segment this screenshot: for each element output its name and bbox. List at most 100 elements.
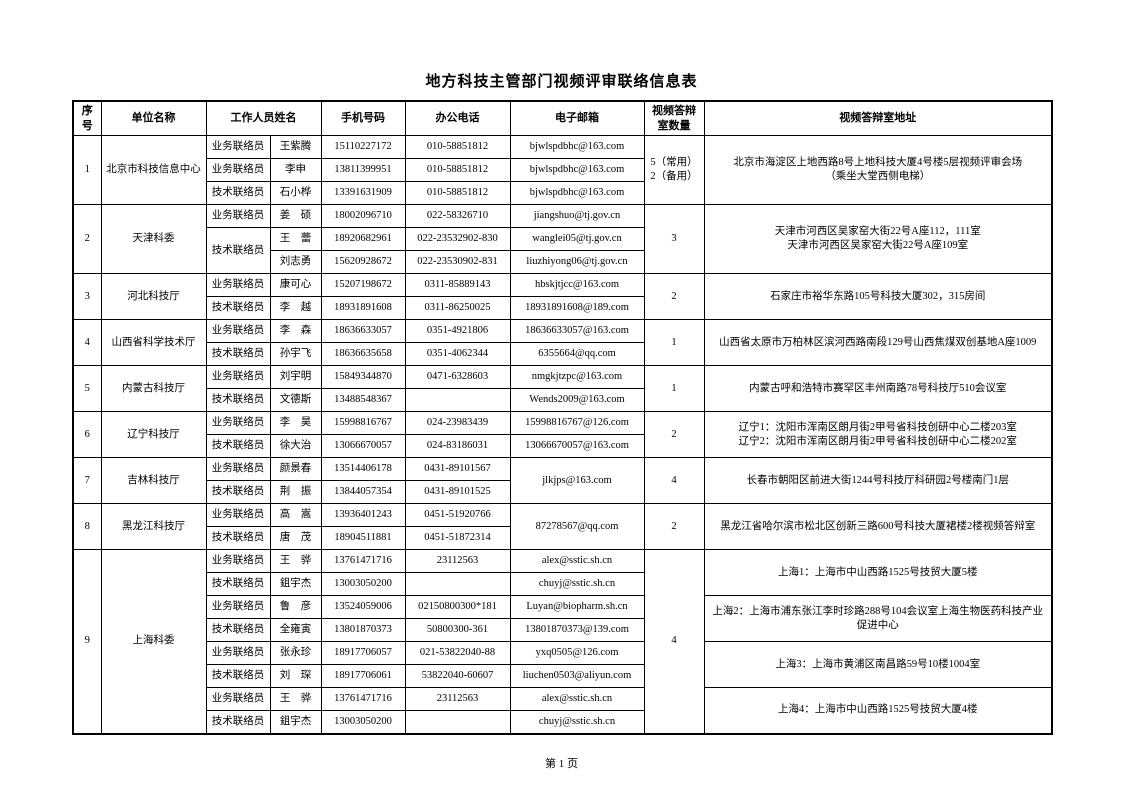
- address-cell: 北京市海淀区上地西路8号上地科技大厦4号楼5层视频评审会场 （乘坐大堂西侧电梯）: [703, 135, 1053, 205]
- name-cell: 刘宇明: [269, 365, 322, 389]
- column-header: 视频答辩室数量: [643, 100, 705, 136]
- mobile-cell: 15998816767: [320, 411, 406, 435]
- name-cell: 王紫腾: [269, 135, 322, 159]
- table-row: 业务联络员 张永珍 18917706057 021-53822040-88 yxq050…: [73, 641, 1053, 688]
- index-cell: 6: [72, 411, 102, 458]
- name-cell: 荆 振: [269, 480, 322, 504]
- name-cell: 徐大治: [269, 434, 322, 458]
- email-cell: yxq0505@126.com: [509, 641, 645, 665]
- email-cell: 15998816767@126.com: [509, 411, 645, 435]
- name-cell: 鉏宇杰: [269, 572, 322, 596]
- role-cell: 技术联络员: [205, 618, 271, 642]
- table-row: 技术联络员 孙宇飞 18636635658 0351-4062344 6355664@q…: [73, 342, 1052, 366]
- office-phone-cell: 010-58851812: [404, 158, 511, 182]
- role-cell: 技术联络员: [205, 480, 271, 504]
- room-count-cell: 2: [643, 273, 705, 320]
- mobile-cell: 18917706057: [320, 641, 406, 665]
- address-cell: 黑龙江省哈尔滨市松北区创新三路600号科技大厦裙楼2楼视频答辩室: [703, 503, 1053, 550]
- name-cell: 王 蕾: [269, 227, 322, 251]
- room-count-cell: 2: [643, 411, 705, 458]
- contact-table: 序号 单位名称 工作人员姓名 手机号码 办公电话 电子邮箱 视频答辩室数量 视频答辩室地址 1…: [72, 100, 1053, 735]
- name-cell: 张永珍: [269, 641, 322, 665]
- address-cell: 上海3：上海市黄浦区南昌路59号10楼1004室: [703, 641, 1053, 688]
- email-cell: 87278567@qq.com: [509, 503, 645, 550]
- email-cell: chuyj@sstic.sh.cn: [509, 710, 645, 734]
- name-cell: 李申: [269, 158, 322, 182]
- office-phone-cell: 0451-51872314: [404, 526, 511, 550]
- office-phone-cell: 022-23530902-831: [404, 250, 511, 274]
- name-cell: 王 骅: [269, 549, 322, 573]
- email-cell: nmgkjtzpc@163.com: [509, 365, 645, 389]
- room-count-cell: 5（常用） 2（备用）: [643, 135, 705, 205]
- email-cell: bjwlspdbhc@163.com: [509, 135, 645, 159]
- mobile-cell: 15207198672: [320, 273, 406, 297]
- role-cell: 技术联络员: [205, 227, 271, 274]
- mobile-cell: 18917706061: [320, 664, 406, 688]
- table-row: 技术联络员李 越 18931891608 0311-86250025 18931891…: [73, 296, 1052, 320]
- index-cell: 4: [72, 319, 102, 366]
- email-cell: bjwlspdbhc@163.com: [509, 158, 645, 182]
- mobile-cell: 18002096710: [320, 204, 406, 228]
- mobile-cell: 18920682961: [320, 227, 406, 251]
- email-cell: hbskjtjcc@163.com: [509, 273, 645, 297]
- role-cell: 业务联络员: [205, 135, 271, 159]
- email-cell: liuzhiyong06@tj.gov.cn: [509, 250, 645, 274]
- address-cell: 石家庄市裕华东路105号科技大厦302，315房间: [703, 273, 1053, 320]
- name-cell: 石小桦: [269, 181, 322, 205]
- email-cell: alex@sstic.sh.cn: [509, 687, 645, 711]
- index-cell: 1: [72, 135, 102, 205]
- email-cell: 13801870373@139.com: [509, 618, 645, 642]
- name-cell: 王 骅: [269, 687, 322, 711]
- index-cell: 7: [72, 457, 102, 504]
- office-phone-cell: 024-83186031: [404, 434, 511, 458]
- address-cell: 辽宁1：沈阳市浑南区朗月街2甲号省科技创研中心二楼203室 辽宁2：沈阳市浑南区…: [703, 411, 1053, 458]
- role-cell: 业务联络员: [205, 158, 271, 182]
- table-row: 技术联络员 文德斯 13488548367 Wends2009@163.com: [73, 388, 1052, 412]
- office-phone-cell: 0351-4921806: [404, 319, 511, 343]
- column-header: 视频答辩室地址: [703, 100, 1053, 136]
- mobile-cell: 18636633057: [320, 319, 406, 343]
- office-phone-cell: 0351-4062344: [404, 342, 511, 366]
- office-phone-cell: [404, 388, 511, 412]
- table-row: 1 北京市科技信息中心 业务联络员 王紫腾 15110227172 010-5885181…: [72, 135, 1053, 205]
- index-cell: 8: [72, 503, 102, 550]
- email-cell: Wends2009@163.com: [509, 388, 645, 412]
- mobile-cell: 15620928672: [320, 250, 406, 274]
- email-cell: jlkjps@163.com: [509, 457, 645, 504]
- role-cell: 技术联络员: [205, 181, 271, 205]
- table-row: 技术联络员刘 琛 18917706061 53822040-60607 liuchen…: [73, 664, 1052, 688]
- name-cell: 李 森: [269, 319, 322, 343]
- office-phone-cell: 010-58851812: [404, 135, 511, 159]
- address-cell: 山西省太原市万柏林区滨河西路南段129号山西焦煤双创基地A座1009: [703, 319, 1053, 366]
- mobile-cell: 13761471716: [320, 687, 406, 711]
- name-cell: 颜景春: [269, 457, 322, 481]
- table-row: 6 辽宁科技厅 业务联络员李 昊 15998816767 024-23983439 159…: [72, 411, 1053, 458]
- name-cell: 文德斯: [269, 388, 322, 412]
- mobile-cell: 18904511881: [320, 526, 406, 550]
- page-footer: 第 1 页: [545, 757, 578, 770]
- unit-cell: 上海科委: [100, 549, 207, 734]
- page-title: 地方科技主管部门视频评审联络信息表: [425, 74, 698, 90]
- role-cell: 业务联络员: [205, 411, 271, 435]
- table-row: 5 内蒙古科技厅 业务联络员 刘宇明 15849344870 0471-6328603 nm…: [72, 365, 1053, 412]
- table-row: 业务联络员王 骅 13761471716 23112563 alex@sstic.sh…: [73, 687, 1053, 734]
- unit-cell: 吉林科技厅: [100, 457, 207, 504]
- address-cell: 上海4：上海市中山西路1525号技贸大厦4楼: [703, 687, 1053, 734]
- mobile-cell: 13391631909: [320, 181, 406, 205]
- role-cell: 技术联络员: [205, 664, 271, 688]
- unit-cell: 天津科委: [100, 204, 207, 274]
- role-cell: 业务联络员: [205, 503, 271, 527]
- office-phone-cell: [404, 710, 511, 734]
- table-row: 9 上海科委 业务联络员王 骅 13761471716 23112563 alex@sst…: [72, 549, 1053, 734]
- table-row: 技术联络员王 蕾 18920682961 022-23532902-830 wangl…: [73, 227, 1052, 274]
- email-cell: 18931891608@189.com: [509, 296, 645, 320]
- room-count-cell: 4: [643, 549, 705, 734]
- role-cell: 业务联络员: [205, 641, 271, 665]
- address-cell: 上海1：上海市中山西路1525号技贸大厦5楼: [703, 549, 1053, 596]
- email-cell: liuchen0503@aliyun.com: [509, 664, 645, 688]
- table-body: 1 北京市科技信息中心 业务联络员 王紫腾 15110227172 010-5885181…: [72, 135, 1053, 734]
- name-cell: 全雍寅: [269, 618, 322, 642]
- name-cell: 鉏宇杰: [269, 710, 322, 734]
- role-cell: 技术联络员: [205, 572, 271, 596]
- email-cell: 18636633057@163.com: [509, 319, 645, 343]
